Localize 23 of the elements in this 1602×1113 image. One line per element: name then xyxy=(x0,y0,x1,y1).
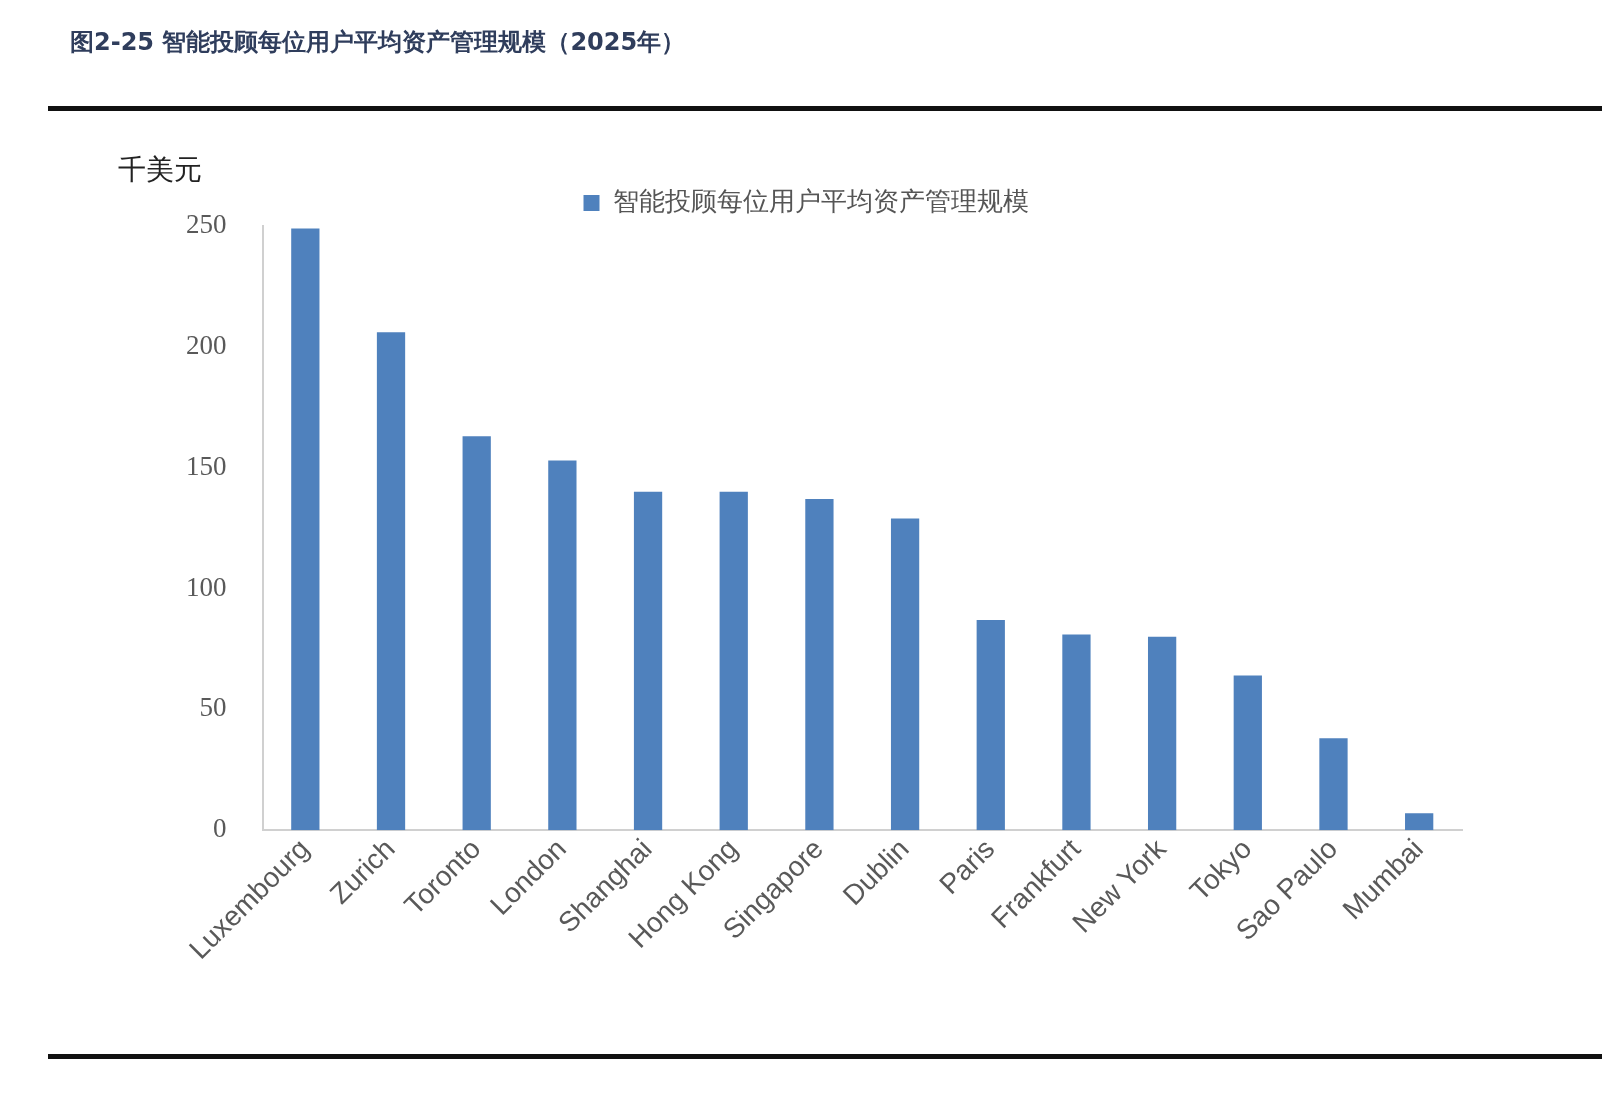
y-tick-label: 150 xyxy=(186,450,227,481)
bar xyxy=(548,460,577,831)
bar xyxy=(633,491,663,831)
y-tick-label: 0 xyxy=(213,813,227,844)
y-tick-label: 250 xyxy=(186,209,227,240)
y-tick-label: 200 xyxy=(186,329,227,360)
bar xyxy=(1319,738,1348,831)
y-axis-title: 千美元 xyxy=(118,153,202,187)
bar xyxy=(1147,636,1177,831)
bar xyxy=(376,332,406,831)
bar xyxy=(976,619,1005,831)
chart-title: 图2-25 智能投顾每位用户平均资产管理规模（2025年） xyxy=(70,27,686,58)
legend-label: 智能投顾每位用户平均资产管理规模 xyxy=(612,186,1029,217)
bar xyxy=(1062,634,1091,831)
bar xyxy=(719,491,748,831)
bar xyxy=(1233,675,1262,831)
bar xyxy=(462,436,491,831)
bar xyxy=(291,228,320,831)
y-tick-label: 100 xyxy=(186,571,227,602)
bar xyxy=(1405,813,1434,831)
bar xyxy=(805,499,834,831)
bar xyxy=(890,518,920,831)
y-tick-label: 50 xyxy=(199,692,227,723)
